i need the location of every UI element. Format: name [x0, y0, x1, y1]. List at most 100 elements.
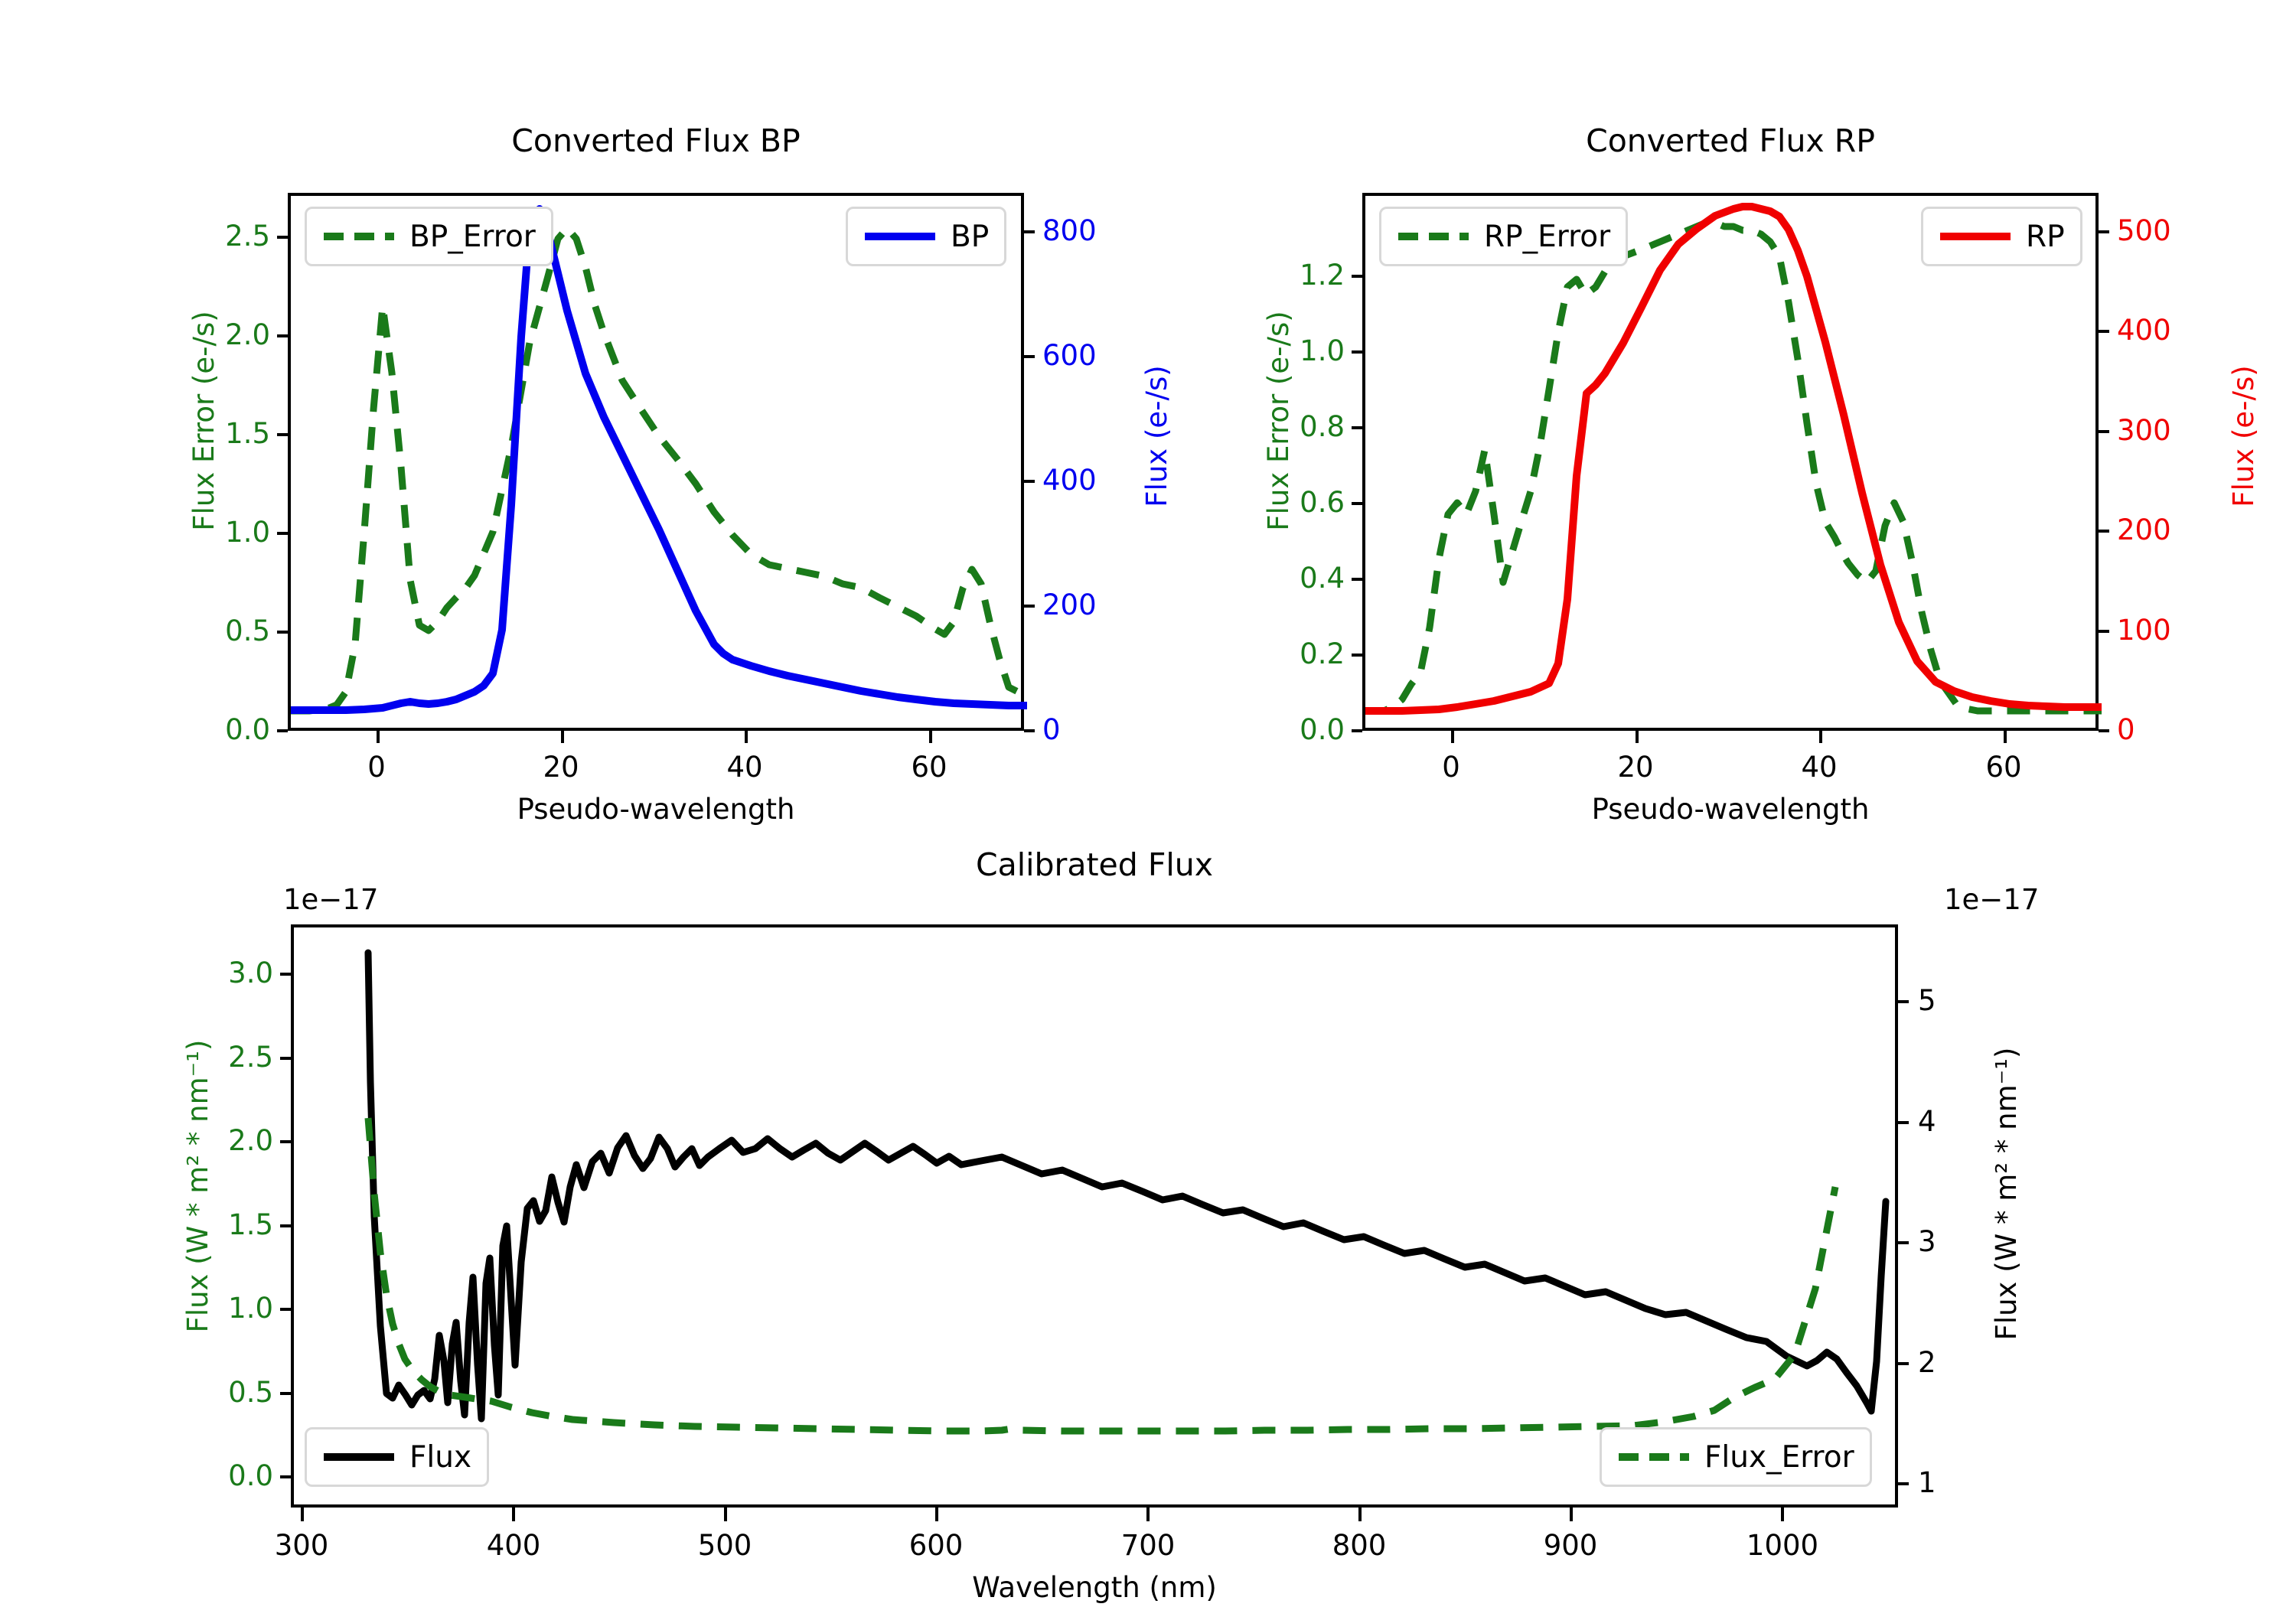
tick-bp-x-3: [929, 731, 932, 743]
ticklabel-bp-x-3: 60: [911, 751, 947, 784]
ticklabel-rp-right-0: 0: [2117, 713, 2135, 746]
legend-calibrated-flux[interactable]: Flux: [305, 1427, 490, 1487]
ticklabel-cal-x-1: 400: [486, 1529, 541, 1562]
ticklabel-cal-left-4: 2.0: [228, 1124, 273, 1157]
legend-calibrated-flux-error[interactable]: Flux_Error: [1600, 1427, 1872, 1487]
tick-cal-left-5: [280, 1057, 291, 1060]
bp-curves: [291, 205, 1027, 715]
ticklabel-cal-x-2: 500: [697, 1529, 752, 1562]
tick-cal-left-1: [280, 1392, 291, 1395]
tick-rp-left-1: [1352, 654, 1362, 657]
tick-cal-left-0: [280, 1475, 291, 1478]
tick-cal-x-6: [1570, 1508, 1573, 1521]
ticklabel-bp-left-2: 1.0: [225, 516, 270, 549]
tick-cal-left-6: [280, 973, 291, 976]
axis-label-cal-left: Flux (W * m² * nm⁻¹): [181, 1039, 214, 1333]
legend-swatch-solid-blue: [865, 233, 935, 240]
ticklabel-rp-right-4: 400: [2117, 314, 2171, 347]
axis-label-bp-left: Flux Error (e-/s): [188, 311, 220, 531]
ticklabel-cal-right-1: 2: [1918, 1346, 1936, 1379]
tick-cal-x-3: [935, 1508, 938, 1521]
tick-bp-left-1: [277, 631, 288, 634]
tick-cal-x-4: [1146, 1508, 1150, 1521]
legend-swatch-dashed-green: [324, 233, 394, 240]
ticklabel-cal-left-1: 0.5: [228, 1376, 273, 1409]
tick-cal-right-2: [1898, 1241, 1909, 1244]
ticklabel-cal-right-4: 5: [1918, 984, 1936, 1017]
tick-cal-x-7: [1781, 1508, 1784, 1521]
ticklabel-bp-left-0: 0.0: [225, 713, 270, 746]
plot-area-bp: [288, 193, 1027, 731]
calibrated-flux-curve: [364, 949, 1890, 1423]
tick-rp-left-6: [1352, 275, 1362, 278]
ticklabel-rp-right-5: 500: [2117, 214, 2171, 247]
axis-label-rp-x: Pseudo-wavelength: [1591, 793, 1870, 826]
ticklabel-cal-x-6: 900: [1543, 1529, 1598, 1562]
panel-converted-flux-bp: Converted Flux BP 0.0 0.5 1.0 1.5 2.0 2.…: [0, 0, 1173, 826]
ticklabel-cal-x-3: 600: [908, 1529, 964, 1562]
ticklabel-cal-x-4: 700: [1120, 1529, 1176, 1562]
tick-rp-right-5: [2099, 230, 2109, 233]
tick-cal-left-3: [280, 1224, 291, 1227]
legend-bp-error[interactable]: BP_Error: [305, 207, 553, 266]
tick-bp-x-2: [745, 731, 748, 743]
tick-rp-right-4: [2099, 330, 2109, 333]
rp-flux-curve: [1365, 203, 2102, 715]
tick-bp-x-0: [377, 731, 380, 743]
tick-bp-right-2: [1024, 480, 1035, 483]
legend-label-rp: RP: [2026, 219, 2065, 254]
tick-bp-right-4: [1024, 230, 1035, 233]
legend-label-calibrated-flux: Flux: [409, 1439, 472, 1475]
panel-title-bp: Converted Flux BP: [511, 122, 801, 159]
tick-bp-left-5: [277, 236, 288, 239]
tick-rp-left-3: [1352, 502, 1362, 505]
ticklabel-bp-left-4: 2.0: [225, 318, 270, 351]
axis-label-rp-left: Flux Error (e-/s): [1262, 311, 1295, 531]
ticklabel-bp-left-5: 2.5: [225, 220, 270, 253]
exponent-label-left: 1e−17: [283, 883, 379, 916]
ticklabel-rp-x-3: 60: [1985, 751, 2022, 784]
legend-rp-error[interactable]: RP_Error: [1379, 207, 1629, 266]
axis-label-rp-right: Flux (e-/s): [2227, 365, 2260, 507]
ticklabel-bp-x-1: 20: [543, 751, 579, 784]
ticklabel-rp-left-0: 0.0: [1300, 713, 1345, 746]
tick-rp-x-1: [1636, 731, 1639, 743]
legend-rp[interactable]: RP: [1921, 207, 2082, 266]
tick-rp-left-2: [1352, 578, 1362, 581]
tick-bp-left-3: [277, 433, 288, 436]
ticklabel-cal-right-3: 4: [1918, 1105, 1936, 1138]
tick-cal-x-1: [512, 1508, 515, 1521]
tick-rp-right-2: [2099, 530, 2109, 533]
plot-area-calibrated: [291, 924, 1898, 1508]
ticklabel-bp-left-1: 0.5: [225, 614, 270, 647]
tick-bp-left-0: [277, 729, 288, 732]
ticklabel-bp-right-3: 600: [1042, 339, 1097, 372]
tick-cal-x-0: [301, 1508, 304, 1521]
tick-bp-right-0: [1024, 729, 1035, 732]
panel-calibrated-flux: Calibrated Flux 1e−17 1e−17 0.0 0.5 1.0 …: [0, 811, 2296, 1607]
legend-bp[interactable]: BP: [846, 207, 1007, 266]
panel-converted-flux-rp: Converted Flux RP 0.0 0.2 0.4 0.6 0.8 1.…: [1148, 0, 2296, 826]
legend-swatch-dashed-green: [1398, 233, 1469, 240]
axis-label-bp-x: Pseudo-wavelength: [517, 793, 795, 826]
calibrated-curves: [364, 949, 1890, 1435]
tick-cal-left-2: [280, 1308, 291, 1311]
ticklabel-rp-left-2: 0.4: [1300, 562, 1345, 595]
tick-cal-left-4: [280, 1140, 291, 1143]
tick-bp-left-2: [277, 532, 288, 535]
ticklabel-bp-x-2: 40: [726, 751, 763, 784]
ticklabel-cal-x-5: 800: [1332, 1529, 1387, 1562]
tick-rp-left-4: [1352, 426, 1362, 429]
ticklabel-rp-right-3: 300: [2117, 414, 2171, 447]
rp-curves: [1365, 203, 2102, 715]
bp-flux-curve: [291, 205, 1027, 714]
legend-label-bp-error: BP_Error: [409, 219, 536, 254]
ticklabel-cal-left-0: 0.0: [228, 1459, 273, 1492]
ticklabel-bp-right-1: 200: [1042, 588, 1097, 621]
ticklabel-rp-x-0: 0: [1442, 751, 1460, 784]
tick-bp-x-1: [561, 731, 564, 743]
ticklabel-cal-x-7: 1000: [1746, 1529, 1819, 1562]
legend-label-rp-error: RP_Error: [1484, 219, 1611, 254]
ticklabel-rp-left-6: 1.2: [1300, 259, 1345, 292]
